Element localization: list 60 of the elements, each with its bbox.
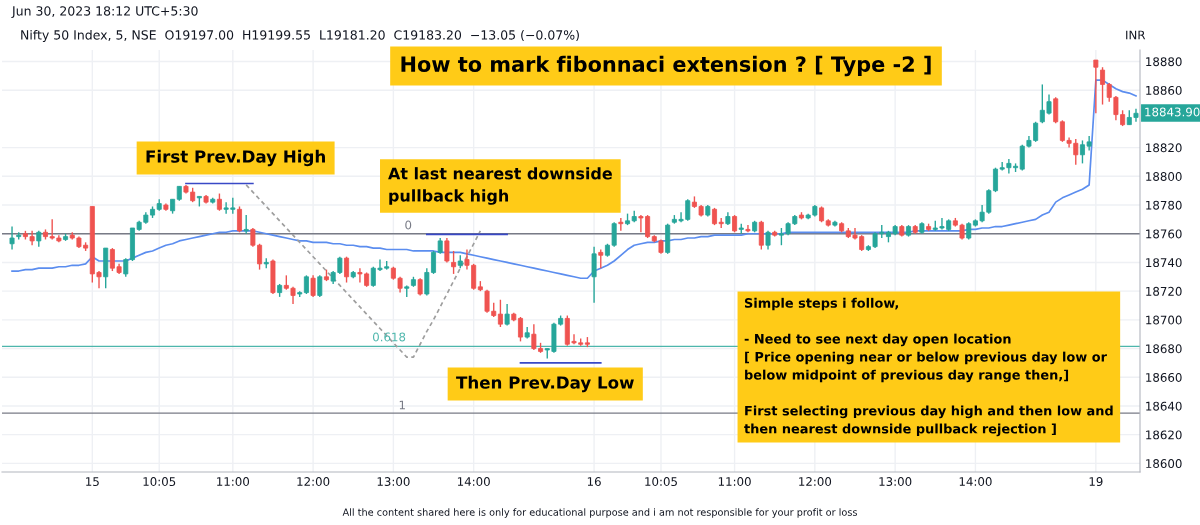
chart-title: How to mark fibonnaci extension ? [ Type -2 ] [401,55,931,77]
x-tick-label: 13:00 [377,477,410,486]
text: 18843.90 [1145,107,1200,117]
y-tick-label: 18800 [1146,172,1182,181]
y-tick-label: 18620 [1146,430,1182,440]
x-tick-label: 12:00 [799,477,832,486]
candlestick [317,274,323,298]
candlestick [9,225,15,251]
candlestick [1100,66,1106,106]
annotation: 0 [405,220,412,230]
candlestick [243,214,249,235]
y-tick-label: 18880 [1146,57,1182,67]
candlestick [618,217,624,232]
text: All the content shared here is only for educational purpose and i am not responsible for your profit or loss [342,508,857,518]
text: Jun 30, 2023 18:12 UTC+5:30 [11,6,198,18]
chart-subtitle: Nifty 50 Index, 5, NSE O19197.00 H19199.55 L19181.20 C19183.20 −13.05 (−0.07%) [21,29,579,43]
y-tick-label: 18720 [1146,286,1182,296]
candlestick [444,237,450,264]
candlestick [497,299,503,328]
x-tick-label: 19 [1089,477,1103,486]
x-tick-label: 16 [587,477,601,486]
y-tick-label: 18860 [1146,85,1182,95]
candlestick [765,230,771,251]
candlestick [344,255,350,284]
x-tick-label: 11:00 [718,477,751,486]
y-tick-label: 18780 [1146,200,1182,210]
candlestick [1093,59,1099,114]
text: Simple steps i follow, - Need to see next day open location [ Price opening near or below previous day low or below midpoint of previous day range then,] First selecting previous day high and then low and then nearest downside pullback rejection ] [744,297,1113,437]
candlestick [303,274,309,295]
candlestick [451,250,457,275]
x-tick-label: 14:00 [457,477,490,486]
candlestick [598,248,604,269]
y-tick-label: 18740 [1146,258,1182,268]
candlestick [310,274,316,298]
annotation: At last nearest downside pullback high [388,167,612,205]
annotation: First Prev.Day High [146,149,325,167]
text: INR [1126,30,1146,40]
x-tick-label: 10:05 [143,477,176,486]
y-tick-label: 18660 [1146,372,1182,382]
y-tick-label: 18600 [1146,459,1182,469]
candlestick [591,245,597,304]
candlestick [1053,96,1059,124]
candlestick [237,205,242,233]
candlestick [758,220,764,251]
x-tick-label: 12:00 [297,477,330,486]
x-tick-label: 10:05 [645,477,677,486]
y-tick-label: 18680 [1146,344,1182,354]
annotation: 0.618 [372,332,406,342]
candlestick [504,303,510,327]
annotation: Then Prev.Day Low [456,375,634,393]
y-tick-label: 18700 [1146,315,1182,325]
candlestick [123,257,129,278]
y-tick-label: 18640 [1146,401,1182,411]
y-tick-label: 18760 [1146,229,1182,239]
x-tick-label: 14:00 [959,477,992,486]
y-tick-label: 18820 [1146,143,1182,153]
x-tick-label: 13:00 [879,477,912,486]
x-tick-label: 11:00 [217,477,250,486]
annotation: 1 [399,400,405,410]
x-tick-label: 15 [86,477,99,486]
